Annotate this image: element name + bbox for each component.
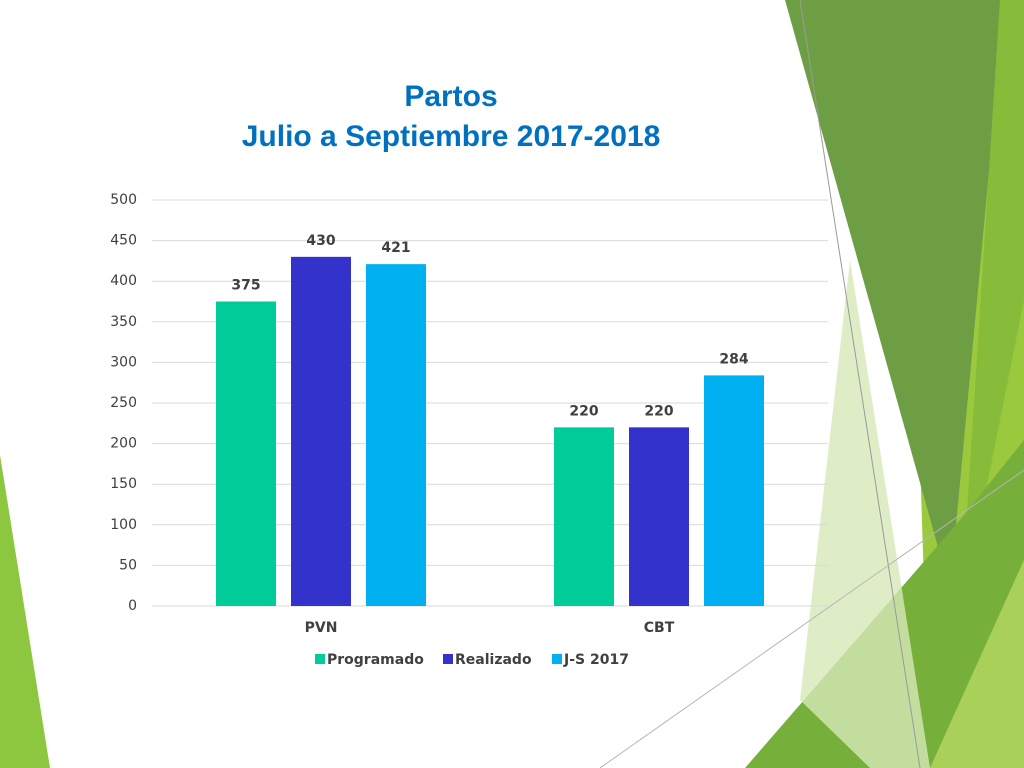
chart-subtitle: Julio a Septiembre 2017-2018 (242, 120, 661, 153)
y-tick-label: 500 (110, 192, 137, 208)
y-tick-label: 250 (110, 395, 137, 411)
x-tick-label: CBT (644, 620, 675, 636)
legend-swatch (315, 654, 325, 664)
y-tick-label: 50 (119, 557, 137, 573)
bottom-wedge (745, 440, 1024, 768)
y-tick-label: 100 (110, 517, 137, 533)
chart-title: Partos (404, 80, 497, 113)
bar (554, 427, 614, 606)
y-tick-label: 200 (110, 436, 137, 452)
y-tick-label: 0 (128, 598, 137, 614)
pale-wedge (800, 260, 930, 768)
data-label: 430 (306, 233, 335, 249)
deco-line (599, 469, 1024, 768)
data-label: 220 (644, 403, 673, 419)
bar (366, 264, 426, 606)
x-tick-label: PVN (305, 620, 338, 636)
data-label: 421 (381, 240, 410, 256)
y-tick-label: 150 (110, 476, 137, 492)
legend-label: J-S 2017 (563, 652, 629, 668)
corner-wedge (930, 560, 1024, 768)
bar (216, 301, 276, 606)
data-label: 375 (231, 278, 260, 294)
legend-label: Realizado (455, 652, 532, 668)
legend-swatch (552, 654, 562, 664)
edge-wedge (960, 0, 1024, 620)
y-tick-label: 450 (110, 233, 137, 249)
legend-swatch (443, 654, 453, 664)
y-tick-label: 350 (110, 314, 137, 330)
bar (704, 375, 764, 606)
data-label: 284 (719, 351, 748, 367)
dark-wedge (785, 0, 1005, 590)
left-strip (0, 455, 50, 768)
data-label: 220 (569, 403, 598, 419)
bar (291, 256, 351, 606)
y-tick-label: 400 (110, 273, 137, 289)
bar (629, 427, 689, 606)
y-tick-label: 300 (110, 354, 137, 370)
legend-label: Programado (327, 652, 424, 668)
deco-line (799, 0, 921, 768)
plot: 0 50 100 150 200 250 300 350 400 450 500 PVN 375 430 4… (110, 192, 828, 668)
